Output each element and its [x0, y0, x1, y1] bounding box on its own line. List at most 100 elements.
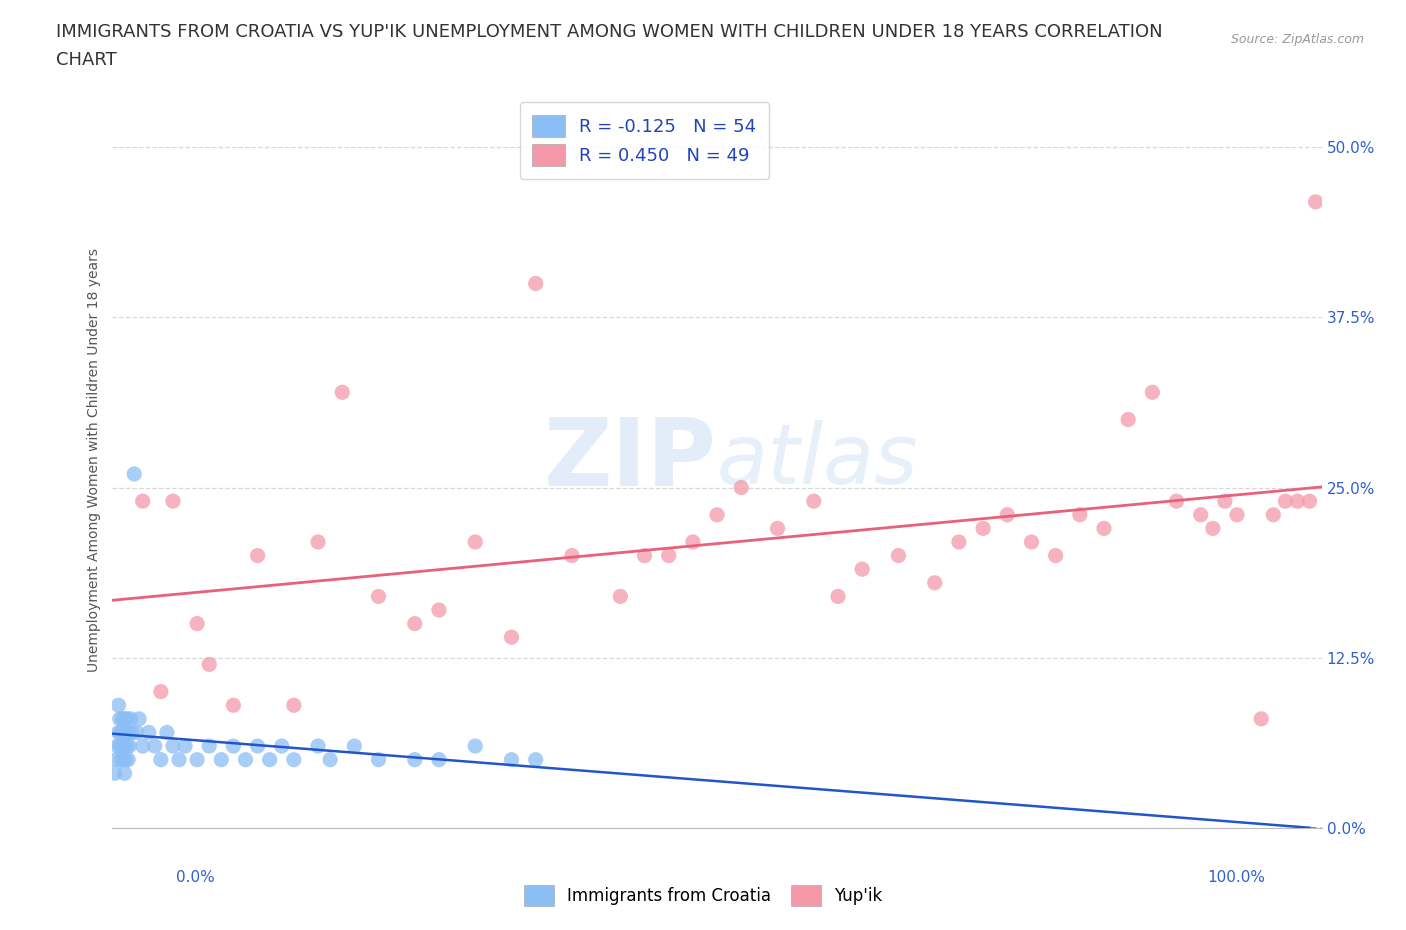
Point [117, 752, 139, 767]
Point [404, 617, 426, 631]
Point [730, 480, 752, 495]
Point [156, 725, 179, 740]
Text: Source: ZipAtlas.com: Source: ZipAtlas.com [1230, 33, 1364, 46]
Text: IMMIGRANTS FROM CROATIA VS YUP'IK UNEMPLOYMENT AMONG WOMEN WITH CHILDREN UNDER 1: IMMIGRANTS FROM CROATIA VS YUP'IK UNEMPL… [56, 23, 1163, 41]
Point [107, 698, 129, 712]
Point [222, 698, 245, 712]
Point [1298, 494, 1320, 509]
Legend: R = -0.125   N = 54, R = 0.450   N = 49: R = -0.125 N = 54, R = 0.450 N = 49 [520, 102, 769, 179]
Point [524, 276, 547, 291]
Point [132, 738, 155, 753]
Point [524, 752, 547, 767]
Point [1092, 521, 1115, 536]
Point [110, 725, 132, 740]
Point [427, 752, 450, 767]
Point [283, 698, 305, 712]
Point [1250, 711, 1272, 726]
Point [995, 508, 1018, 523]
Point [706, 508, 728, 523]
Point [198, 738, 221, 753]
Point [1213, 494, 1236, 509]
Point [1166, 494, 1188, 509]
Point [270, 738, 292, 753]
Point [948, 535, 970, 550]
Point [122, 467, 145, 482]
Point [222, 738, 245, 753]
Point [246, 738, 269, 753]
Point [108, 711, 131, 726]
Point [1045, 548, 1067, 563]
Text: CHART: CHART [56, 51, 117, 69]
Point [561, 548, 583, 563]
Point [319, 752, 342, 767]
Point [112, 752, 135, 767]
Point [1263, 508, 1285, 523]
Y-axis label: Unemployment Among Women with Children Under 18 years: Unemployment Among Women with Children U… [87, 248, 101, 672]
Point [110, 752, 132, 767]
Point [108, 738, 131, 753]
Point [501, 630, 523, 644]
Point [404, 752, 426, 767]
Point [343, 738, 366, 753]
Point [1021, 535, 1043, 550]
Point [125, 725, 148, 740]
Point [367, 752, 389, 767]
Point [464, 738, 486, 753]
Point [887, 548, 910, 563]
Point [924, 576, 946, 591]
Point [107, 725, 129, 740]
Point [851, 562, 873, 577]
Point [115, 711, 138, 726]
Point [501, 752, 523, 767]
Point [105, 752, 128, 767]
Point [162, 494, 184, 509]
Point [427, 603, 450, 618]
Text: 100.0%: 100.0% [1208, 870, 1265, 884]
Point [121, 725, 143, 740]
Point [115, 738, 138, 753]
Point [138, 725, 160, 740]
Point [114, 765, 136, 780]
Point [1226, 508, 1249, 523]
Point [114, 752, 136, 767]
Point [307, 535, 329, 550]
Point [1142, 385, 1164, 400]
Point [609, 589, 631, 604]
Point [235, 752, 257, 767]
Point [246, 548, 269, 563]
Point [367, 589, 389, 604]
Point [112, 725, 135, 740]
Legend: Immigrants from Croatia, Yup'ik: Immigrants from Croatia, Yup'ik [517, 879, 889, 912]
Point [167, 752, 190, 767]
Point [149, 684, 172, 699]
Point [1116, 412, 1139, 427]
Point [766, 521, 789, 536]
Point [105, 738, 128, 753]
Point [117, 725, 139, 740]
Point [209, 752, 232, 767]
Point [1286, 494, 1309, 509]
Point [682, 535, 704, 550]
Point [1202, 521, 1225, 536]
Point [198, 657, 221, 671]
Point [114, 738, 136, 753]
Point [1189, 508, 1212, 523]
Point [1274, 494, 1296, 509]
Point [186, 617, 208, 631]
Point [114, 711, 136, 726]
Point [143, 738, 166, 753]
Point [464, 535, 486, 550]
Point [330, 385, 353, 400]
Point [111, 711, 134, 726]
Point [118, 738, 141, 753]
Point [658, 548, 681, 563]
Point [128, 711, 150, 726]
Point [120, 711, 142, 726]
Point [149, 752, 172, 767]
Point [283, 752, 305, 767]
Point [827, 589, 849, 604]
Point [114, 725, 136, 740]
Point [1069, 508, 1091, 523]
Point [104, 765, 127, 780]
Point [307, 738, 329, 753]
